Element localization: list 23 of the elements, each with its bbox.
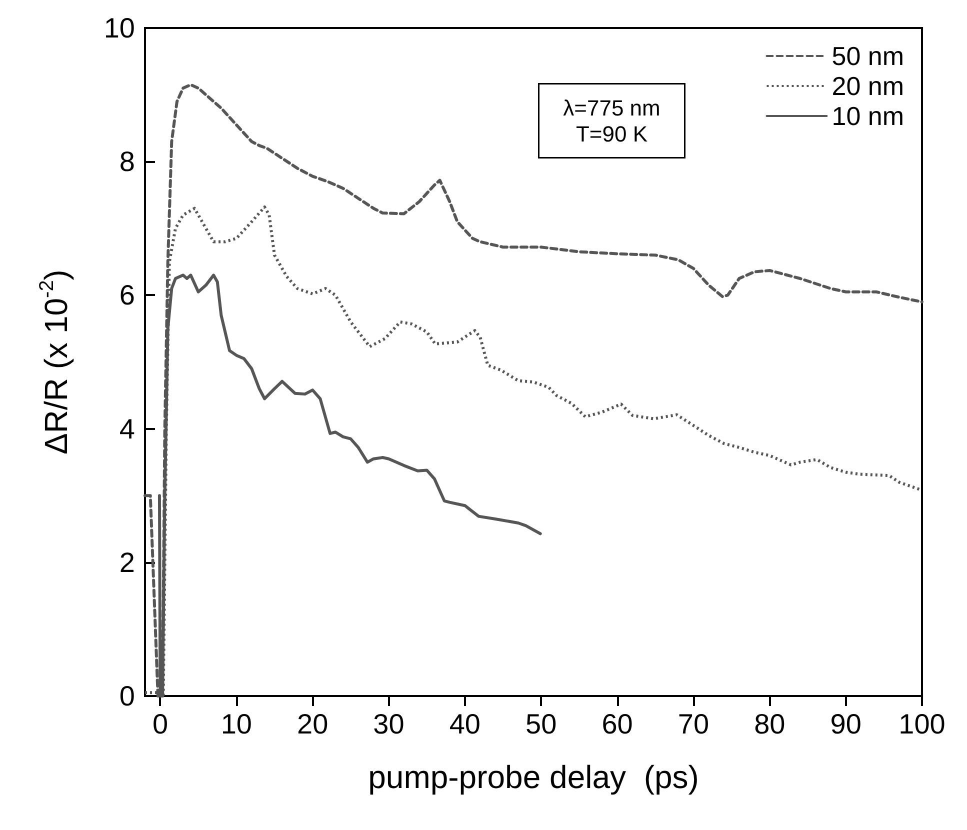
- x-tick-label: 70: [678, 708, 710, 740]
- x-tick-label: 20: [297, 708, 328, 740]
- y-tick-label: 4: [119, 413, 135, 444]
- x-tick-label: 60: [602, 708, 633, 740]
- x-tick-label: 40: [449, 708, 481, 740]
- x-tick-label: 30: [373, 708, 404, 740]
- y-tick-label: 8: [119, 146, 135, 178]
- x-tick-label: 80: [754, 708, 786, 740]
- y-tick-label: 0: [119, 680, 135, 712]
- x-tick-label: 50: [526, 708, 557, 740]
- x-tick-label: 10: [220, 708, 252, 740]
- y-tick-label: 10: [104, 12, 135, 44]
- x-axis-title: pump-probe delay (ps): [368, 759, 699, 795]
- legend-label: 20 nm: [832, 71, 904, 101]
- x-tick-label: 100: [898, 708, 946, 740]
- x-tick-label: 0: [152, 708, 168, 740]
- legend-label: 10 nm: [832, 101, 904, 131]
- legend-label: 50 nm: [832, 41, 904, 71]
- y-tick-label: 2: [119, 546, 135, 578]
- x-tick-label: 90: [830, 708, 862, 740]
- y-axis-title: ΔR/R (x 10-2): [36, 270, 74, 454]
- annotation: λ=775 nm T=90 K: [563, 95, 660, 146]
- y-tick-label: 6: [119, 280, 135, 311]
